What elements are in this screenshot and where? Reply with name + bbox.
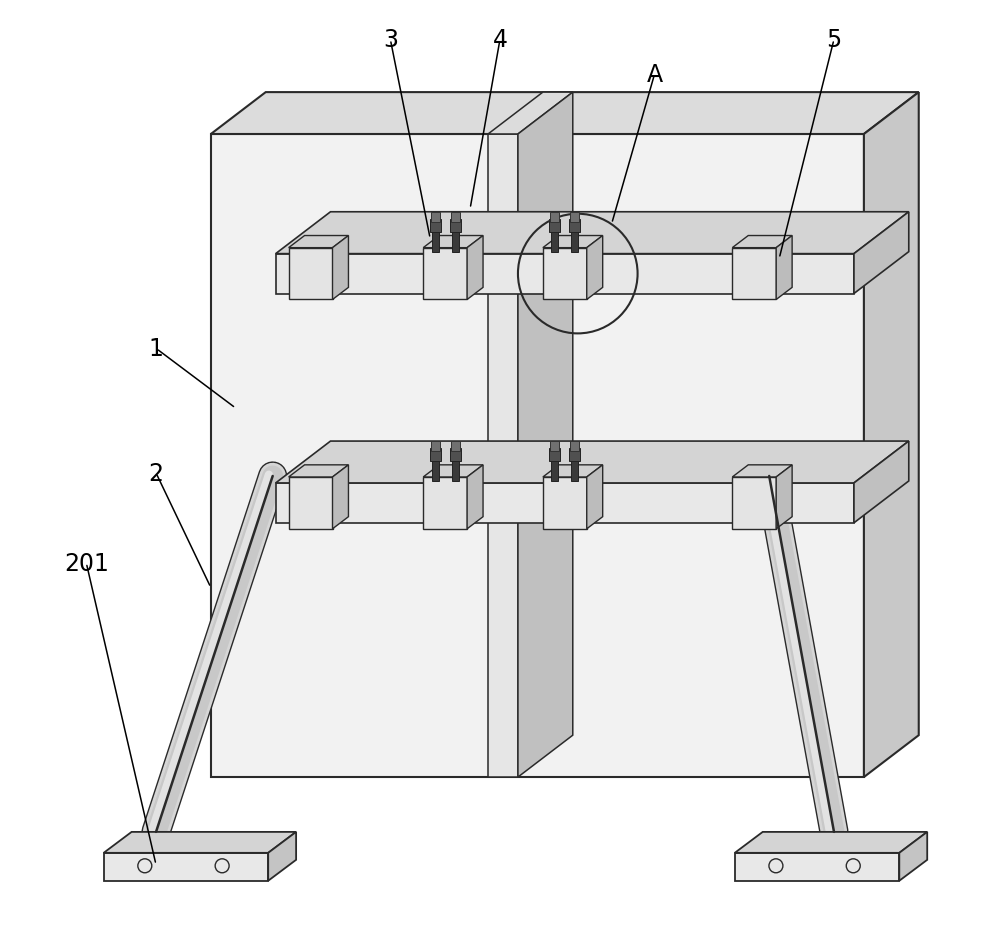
- Polygon shape: [211, 135, 864, 778]
- Polygon shape: [289, 237, 348, 249]
- Polygon shape: [550, 213, 559, 223]
- Polygon shape: [776, 237, 792, 300]
- Polygon shape: [864, 93, 919, 778]
- Polygon shape: [543, 237, 603, 249]
- Polygon shape: [432, 221, 439, 252]
- Polygon shape: [333, 237, 348, 300]
- Polygon shape: [289, 477, 333, 529]
- Polygon shape: [854, 213, 909, 294]
- Polygon shape: [276, 483, 854, 523]
- Polygon shape: [451, 442, 460, 452]
- Polygon shape: [570, 442, 579, 452]
- Polygon shape: [735, 832, 927, 853]
- Polygon shape: [549, 220, 560, 232]
- Polygon shape: [276, 254, 854, 294]
- Polygon shape: [776, 465, 792, 529]
- Polygon shape: [104, 832, 296, 853]
- Polygon shape: [211, 93, 919, 135]
- Polygon shape: [550, 442, 559, 452]
- Polygon shape: [276, 213, 909, 254]
- Polygon shape: [104, 853, 268, 881]
- Text: 4: 4: [493, 28, 508, 52]
- Polygon shape: [587, 237, 603, 300]
- Polygon shape: [899, 832, 927, 881]
- Polygon shape: [587, 465, 603, 529]
- Polygon shape: [543, 465, 603, 477]
- Text: 1: 1: [149, 337, 163, 361]
- Polygon shape: [735, 853, 899, 881]
- Text: 2: 2: [149, 461, 164, 485]
- Polygon shape: [488, 135, 518, 778]
- Polygon shape: [431, 213, 440, 223]
- Polygon shape: [452, 449, 459, 482]
- Polygon shape: [570, 213, 579, 223]
- Polygon shape: [551, 449, 558, 482]
- Polygon shape: [571, 221, 578, 252]
- Text: 201: 201: [64, 551, 109, 575]
- Polygon shape: [467, 237, 483, 300]
- Polygon shape: [289, 465, 348, 477]
- Polygon shape: [289, 249, 333, 300]
- Polygon shape: [268, 832, 296, 881]
- Polygon shape: [543, 249, 587, 300]
- Polygon shape: [732, 237, 792, 249]
- Polygon shape: [430, 220, 441, 232]
- Polygon shape: [732, 477, 776, 529]
- Text: A: A: [646, 63, 663, 87]
- Polygon shape: [732, 465, 792, 477]
- Text: 3: 3: [383, 28, 398, 52]
- Polygon shape: [450, 220, 461, 232]
- Polygon shape: [549, 448, 560, 461]
- Polygon shape: [423, 477, 467, 529]
- Polygon shape: [430, 448, 441, 461]
- Polygon shape: [569, 448, 580, 461]
- Polygon shape: [432, 449, 439, 482]
- Polygon shape: [854, 442, 909, 523]
- Polygon shape: [543, 477, 587, 529]
- Polygon shape: [452, 221, 459, 252]
- Text: 5: 5: [826, 28, 842, 52]
- Polygon shape: [333, 465, 348, 529]
- Polygon shape: [423, 249, 467, 300]
- Polygon shape: [423, 465, 483, 477]
- Polygon shape: [551, 221, 558, 252]
- Polygon shape: [518, 93, 573, 778]
- Polygon shape: [431, 442, 440, 452]
- Polygon shape: [488, 93, 573, 135]
- Polygon shape: [451, 213, 460, 223]
- Polygon shape: [423, 237, 483, 249]
- Polygon shape: [571, 449, 578, 482]
- Polygon shape: [276, 442, 909, 483]
- Polygon shape: [569, 220, 580, 232]
- Polygon shape: [467, 465, 483, 529]
- Polygon shape: [732, 249, 776, 300]
- Polygon shape: [450, 448, 461, 461]
